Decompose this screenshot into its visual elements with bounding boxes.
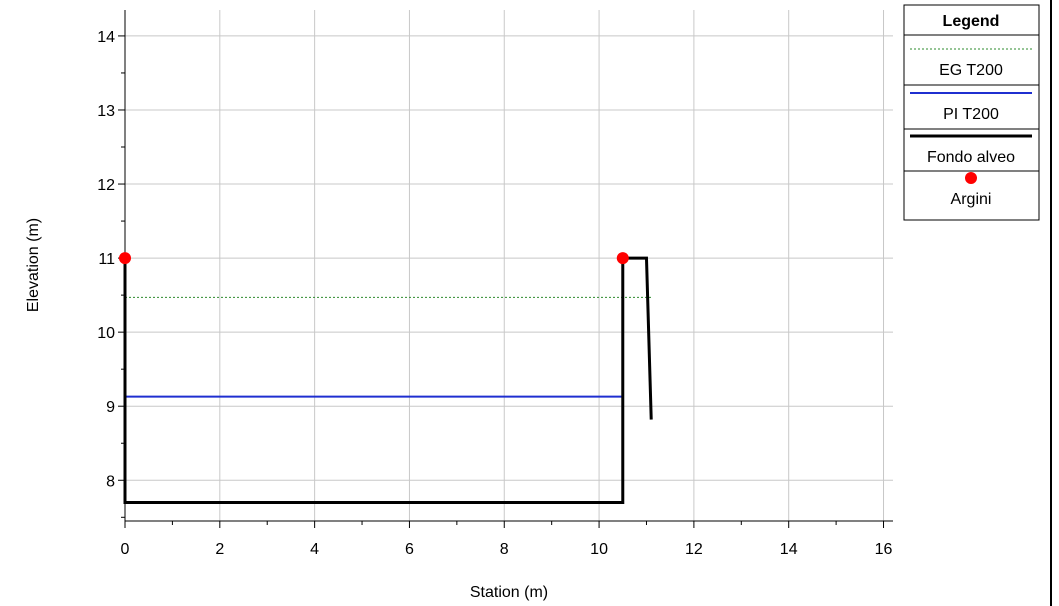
ticks: 0 2 4 6 8 10 12 14 16 8 9 10 11 12 13 14 [97,29,892,558]
x-axis-title: Station (m) [470,584,548,601]
x-tick-label: 8 [500,541,509,558]
legend-title: Legend [943,13,1000,30]
legend-label-argini: Argini [951,191,992,208]
x-tick-label: 0 [121,541,130,558]
series-line-2 [123,256,653,504]
y-tick-label: 13 [97,103,115,120]
x-tick-label: 6 [405,541,414,558]
legend-label-eg: EG T200 [939,62,1003,79]
x-tick-label: 12 [685,541,703,558]
grid [124,10,893,521]
x-tick-label: 14 [780,541,798,558]
x-tick-label: 10 [590,541,608,558]
y-tick-label: 14 [97,29,115,46]
y-tick-label: 8 [106,473,115,490]
y-tick-label: 9 [106,399,115,416]
x-tick-label: 2 [215,541,224,558]
y-tick-label: 11 [98,251,115,268]
legend-swatch-argini [965,172,977,184]
axes [124,10,893,522]
x-tick-label: 16 [875,541,893,558]
y-tick-label: 10 [97,325,115,342]
argini-marker [119,252,131,265]
x-tick-label: 4 [310,541,319,558]
y-axis-title: Elevation (m) [25,218,42,312]
legend-box [903,4,1040,221]
series-layer [123,256,653,504]
argini-marker [616,252,629,265]
legend: Legend EG T200 PI T200 Fondo alveo Argin… [903,4,1040,221]
legend-label-pi: PI T200 [943,106,999,123]
markers-layer [119,252,629,265]
legend-label-fondo: Fondo alveo [927,149,1015,166]
y-tick-label: 12 [97,177,115,194]
